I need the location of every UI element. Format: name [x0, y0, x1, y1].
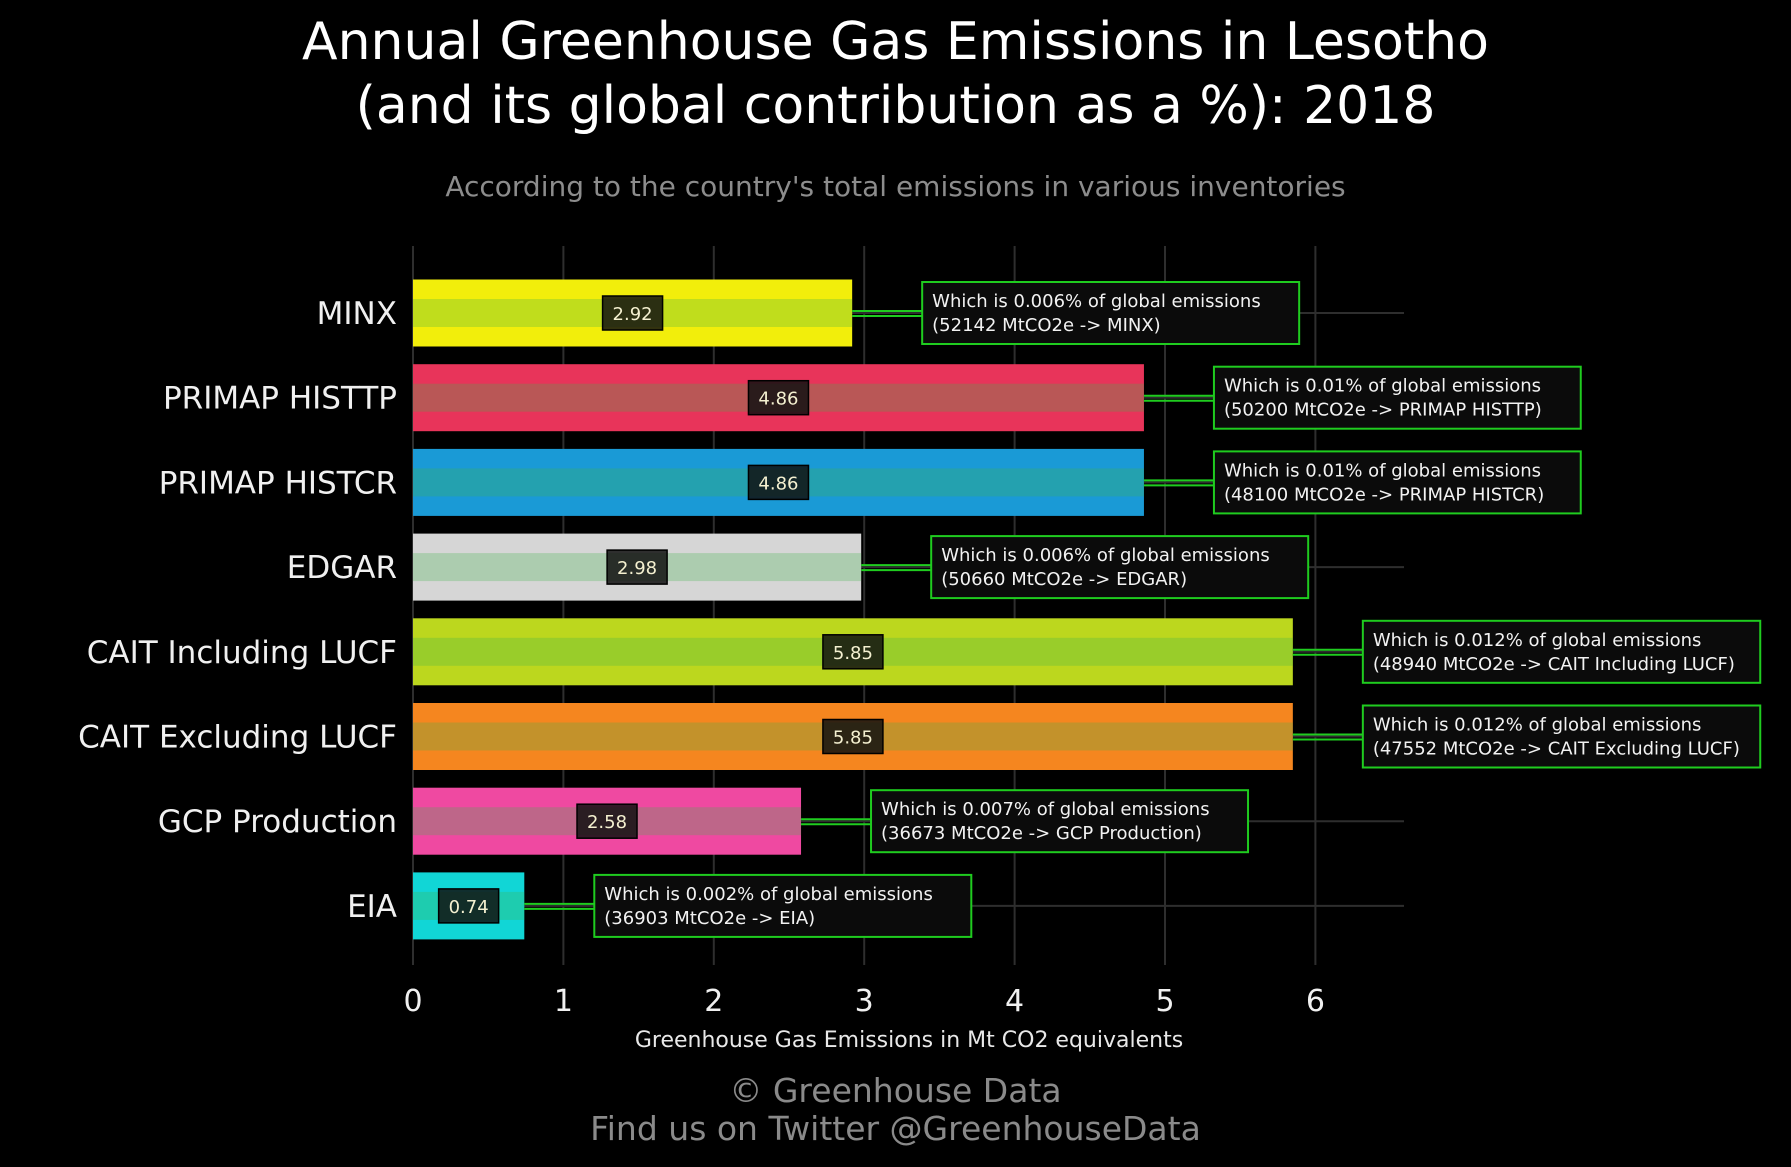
- x-tick-label: 5: [1155, 984, 1174, 1019]
- chart-title: Annual Greenhouse Gas Emissions in Lesot…: [0, 10, 1791, 138]
- y-axis-label: EIA: [347, 889, 397, 925]
- x-tick-label: 2: [704, 984, 723, 1019]
- value-label-box: [822, 634, 884, 670]
- chart-subtitle: According to the country's total emissio…: [445, 170, 1346, 203]
- annotation-box: [930, 535, 1310, 600]
- value-label-box: [601, 295, 664, 331]
- annotation-box: [1361, 704, 1762, 769]
- value-label: 2.92: [613, 304, 653, 325]
- value-label: 5.85: [833, 728, 873, 749]
- y-axis-label: PRIMAP HISTCR: [159, 465, 397, 501]
- value-label-box: [437, 888, 500, 924]
- y-axis-label: CAIT Excluding LUCF: [78, 720, 397, 756]
- x-axis-ticks: 0 1 2 3 4 5 6: [403, 984, 1324, 1019]
- value-label: 2.98: [617, 558, 657, 579]
- y-axis-label: PRIMAP HISTTP: [163, 381, 397, 417]
- annotation-box: [1361, 619, 1762, 684]
- x-tick-label: 1: [554, 984, 573, 1019]
- annotation-line-2: (52142 MtCO2e -> MINX): [932, 315, 1161, 336]
- value-label-box: [747, 379, 810, 416]
- annotation-line-2: (50660 MtCO2e -> EDGAR): [941, 569, 1187, 590]
- value-label-box: [576, 803, 638, 839]
- value-label: 4.86: [758, 473, 798, 494]
- grid-lines: [412, 246, 1404, 965]
- chart-title-line-1: Annual Greenhouse Gas Emissions in Lesot…: [302, 12, 1489, 72]
- annotation-line-2: (50200 MtCO2e -> PRIMAP HISTTP): [1224, 400, 1542, 421]
- y-axis-label: GCP Production: [158, 804, 397, 840]
- x-tick-label: 0: [403, 984, 422, 1019]
- x-tick-label: 4: [1005, 984, 1024, 1019]
- y-axis-labels: MINX PRIMAP HISTTP PRIMAP HISTCR EDGAR CAIT …: [78, 296, 397, 925]
- credit-line-2: Find us on Twitter @GreenhouseData: [590, 1109, 1201, 1148]
- x-tick-label: 3: [855, 984, 874, 1019]
- y-axis-label: CAIT Including LUCF: [87, 635, 397, 671]
- credit-line-1: © Greenhouse Data: [729, 1071, 1062, 1110]
- annotation-box: [593, 873, 973, 938]
- y-axis-label: EDGAR: [287, 550, 397, 586]
- annotation-box: [1212, 450, 1582, 515]
- annotation-box: [1212, 365, 1582, 430]
- value-label: 4.86: [758, 389, 798, 410]
- annotation-line-2: (48100 MtCO2e -> PRIMAP HISTCR): [1224, 484, 1544, 505]
- chart-title-line-2: (and its global contribution as a %): 20…: [355, 76, 1436, 136]
- annotation-line-2: (36903 MtCO2e -> EIA): [604, 908, 815, 929]
- value-label: 5.85: [833, 643, 873, 664]
- annotation-line-2: (48940 MtCO2e -> CAIT Including LUCF): [1373, 654, 1735, 675]
- annotation-box: [870, 789, 1250, 854]
- annotation-line-1: Which is 0.01% of global emissions: [1224, 376, 1541, 397]
- annotation-line-1: Which is 0.012% of global emissions: [1373, 715, 1702, 736]
- annotation-line-1: Which is 0.012% of global emissions: [1373, 630, 1702, 651]
- annotation-line-2: (47552 MtCO2e -> CAIT Excluding LUCF): [1373, 739, 1740, 760]
- annotation-box: [921, 281, 1301, 345]
- credit: © Greenhouse Data Find us on Twitter @Gr…: [0, 1072, 1791, 1148]
- x-tick-label: 6: [1306, 984, 1325, 1019]
- annotation-line-1: Which is 0.01% of global emissions: [1224, 460, 1541, 481]
- bar-chart: 2.92 Which is 0.006% of global emissions (…: [78, 246, 1762, 1053]
- bars: 2.92 Which is 0.006% of global emissions (…: [413, 279, 1762, 940]
- value-label-box: [822, 718, 884, 755]
- x-axis-label: Greenhouse Gas Emissions in Mt CO2 equiv…: [635, 1028, 1183, 1053]
- y-axis-label: MINX: [317, 296, 397, 332]
- value-label-box: [747, 464, 810, 501]
- annotation-line-2: (36673 MtCO2e -> GCP Production): [881, 823, 1202, 844]
- annotation-line-1: Which is 0.006% of global emissions: [932, 291, 1261, 312]
- value-label-box: [606, 549, 668, 585]
- annotation-line-1: Which is 0.002% of global emissions: [604, 884, 933, 905]
- annotation-line-1: Which is 0.006% of global emissions: [941, 545, 1270, 566]
- value-label: 0.74: [449, 897, 489, 918]
- annotation-line-1: Which is 0.007% of global emissions: [881, 799, 1210, 820]
- value-label: 2.58: [587, 812, 627, 833]
